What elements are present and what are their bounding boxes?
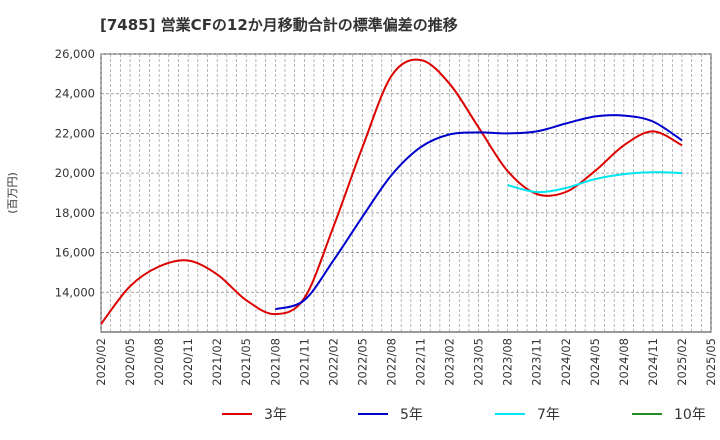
y-axis-label: (百万円) <box>6 172 19 214</box>
x-tick-label: 2023/11 <box>530 338 544 386</box>
series-line-3 <box>507 171 683 194</box>
chart-title: [7485] 営業CFの12か月移動合計の標準偏差の推移 <box>100 16 458 34</box>
x-tick-label: 2024/11 <box>646 338 660 386</box>
x-tick-label: 2020/02 <box>94 338 108 386</box>
x-tick-label: 2024/05 <box>588 338 602 386</box>
y-tick-label: 24,000 <box>55 87 95 101</box>
x-tick-label: 2023/08 <box>501 338 515 386</box>
y-tick-label: 22,000 <box>55 126 95 140</box>
x-tick-label: 2020/05 <box>123 338 137 386</box>
y-axis: 14,000 16,000 18,000 20,000 22,000 24,000 26,0… <box>55 47 95 299</box>
y-tick-label: 20,000 <box>55 166 95 180</box>
x-tick-label: 2025/05 <box>704 338 718 386</box>
x-tick-label: 2020/11 <box>181 338 195 386</box>
x-tick-label: 2022/05 <box>355 338 369 386</box>
series-line-2 <box>275 114 683 311</box>
legend-label: 3年 <box>264 407 287 423</box>
legend-label: 7年 <box>537 407 560 423</box>
x-tick-label: 2025/02 <box>675 338 689 386</box>
x-tick-label: 2021/11 <box>297 338 311 386</box>
x-tick-label: 2024/02 <box>559 338 573 386</box>
legend-label: 5年 <box>400 407 423 423</box>
legend-label: 10年 <box>674 407 706 423</box>
legend: 3年 5年 7年 10年 <box>222 407 706 423</box>
y-tick-label: 18,000 <box>55 206 95 220</box>
x-tick-label: 2021/08 <box>268 338 282 386</box>
x-tick-label: 2022/08 <box>384 338 398 386</box>
x-tick-label: 2022/02 <box>326 338 340 386</box>
y-tick-label: 14,000 <box>55 285 95 299</box>
x-tick-label: 2021/05 <box>239 338 253 386</box>
series-line-1 <box>100 58 683 325</box>
x-axis: 2020/02 2020/05 2020/08 2020/11 2021/02 2021/… <box>94 338 718 386</box>
x-tick-label: 2023/05 <box>472 338 486 386</box>
series-lines <box>100 58 683 325</box>
x-tick-label: 2023/02 <box>443 338 457 386</box>
y-tick-label: 26,000 <box>55 47 95 61</box>
x-tick-label: 2020/08 <box>152 338 166 386</box>
grid-lines <box>100 53 712 332</box>
x-tick-label: 2024/08 <box>617 338 631 386</box>
y-tick-label: 16,000 <box>55 246 95 260</box>
x-tick-label: 2021/02 <box>210 338 224 386</box>
plot-area <box>100 53 712 333</box>
x-tick-label: 2022/11 <box>414 338 428 386</box>
